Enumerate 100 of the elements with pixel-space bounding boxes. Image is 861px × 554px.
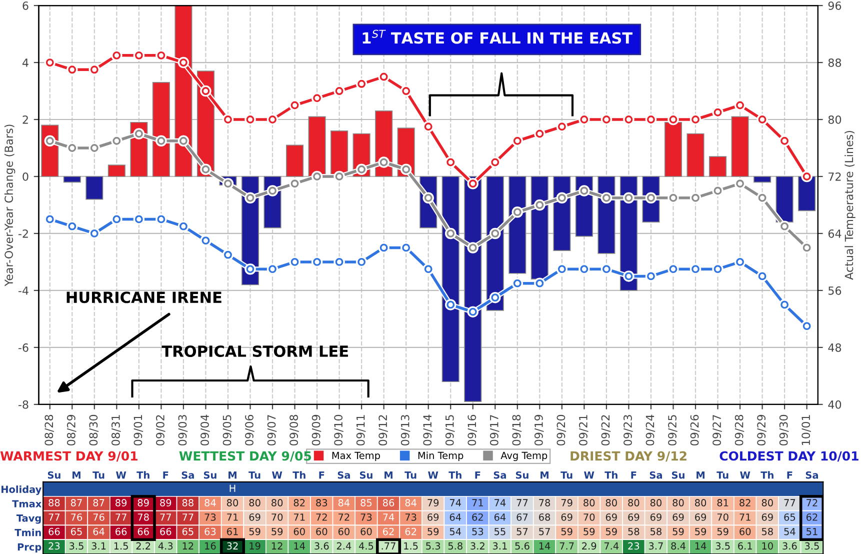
x-tick-label: W [740, 471, 750, 479]
data-label: 64 [494, 513, 506, 521]
data-label: 3.1 [92, 542, 106, 550]
data-label: 12 [272, 542, 282, 550]
x-tick-label: Su [360, 471, 372, 479]
y-tick-label: 2 [22, 115, 28, 124]
bar [709, 156, 727, 177]
bar [286, 144, 304, 177]
bar [108, 164, 126, 177]
data-label: 80 [249, 499, 260, 506]
x-tick-label: M [72, 471, 80, 479]
y-tick-label: -4 [18, 286, 28, 295]
x-tick-label: 09/19 [534, 414, 544, 446]
x-tick-label: F [787, 471, 792, 479]
x-tick-label: 09/01 [134, 415, 144, 446]
x-tick-label: 09/10 [334, 414, 344, 446]
data-label: 58 [762, 528, 773, 536]
data-label: 80 [762, 499, 773, 506]
legend-label: Avg Temp [500, 452, 548, 462]
data-label: 6.1 [738, 542, 752, 550]
data-label: 8.4 [671, 542, 686, 550]
data-label: 23 [48, 542, 60, 550]
data-label: 7.7 [560, 542, 574, 550]
data-label: 3.5 [69, 542, 84, 550]
data-label: 59 [561, 528, 572, 536]
data-label: 71 [740, 514, 750, 521]
data-label: 88 [182, 499, 194, 506]
data-label: 3.1 [492, 542, 507, 550]
x-tick-label: Su [516, 471, 528, 479]
x-tick-label: Sa [494, 471, 506, 479]
x-tick-label: 09/22 [601, 415, 611, 446]
x-tick-label: 09/25 [668, 415, 678, 446]
y2-tick-label: 40 [828, 400, 842, 409]
data-label: 54 [450, 528, 462, 536]
x-tick-label: Th [760, 471, 774, 479]
data-label: 12 [182, 542, 194, 550]
x-tick-label: 08/30 [89, 414, 98, 446]
y-tick-label: Holiday [2, 485, 42, 495]
data-label: 69 [762, 513, 773, 521]
text: WARMEST DAY 9/01 [0, 451, 138, 462]
annotation: HURRICANE IRENE [66, 292, 222, 304]
data-label: 66 [160, 528, 172, 536]
data-label: 14 [539, 542, 550, 550]
data-label: 73 [360, 513, 372, 521]
x-tick-label: M [228, 471, 236, 479]
data-label: 3.5 [804, 542, 819, 550]
bar [798, 176, 816, 212]
data-label: 59 [249, 528, 260, 536]
data-label: 72 [316, 513, 327, 521]
data-label: 55 [494, 528, 506, 536]
data-label: 69 [606, 513, 617, 521]
x-tick-label: 09/23 [624, 415, 633, 446]
data-label: 59 [272, 528, 283, 536]
x-tick-label: 09/15 [445, 415, 455, 446]
data-label: 59 [606, 528, 617, 536]
data-label: 77 [784, 499, 796, 506]
x-tick-label: M [384, 471, 392, 479]
x-tick-label: 09/20 [556, 414, 566, 446]
bar [754, 176, 772, 183]
data-label: 65 [784, 513, 796, 521]
data-label: 3.7 [648, 542, 663, 550]
y2-tick-label: 48 [828, 343, 842, 352]
x-tick-label: W [584, 471, 594, 479]
data-label: 72 [338, 513, 350, 521]
data-label: 3.6 [782, 542, 797, 550]
data-label: 59 [695, 528, 706, 536]
data-label: 80 [628, 499, 640, 506]
x-tick-label: 08/29 [66, 414, 76, 446]
data-label: 66 [48, 528, 60, 536]
bar [731, 116, 749, 177]
x-tick-label: 09/14 [423, 414, 432, 446]
data-label: 58 [650, 528, 662, 536]
data-label: 66 [138, 528, 149, 536]
x-tick-label: F [163, 471, 168, 479]
data-label: 19 [250, 542, 260, 550]
x-tick-label: 09/02 [156, 415, 166, 446]
data-label: 73 [204, 513, 216, 521]
data-label: 5.8 [448, 542, 462, 550]
data-label: 54 [784, 528, 796, 536]
data-label: 67 [516, 513, 528, 521]
y-tick-label: 4 [22, 58, 28, 67]
data-label: 80 [695, 499, 706, 506]
data-label: 2.2 [136, 542, 150, 550]
data-label: 69 [672, 513, 684, 521]
data-label: 87 [70, 499, 82, 506]
data-label: 64 [93, 528, 104, 536]
data-label: 77 [48, 514, 60, 521]
data-label: 82 [294, 499, 305, 506]
y-tick-label: -8 [18, 400, 28, 409]
data-label: 60 [316, 528, 328, 536]
x-tick-label: Tu [92, 471, 104, 479]
data-label: 58 [628, 528, 640, 536]
data-label: 1.5 [114, 542, 128, 550]
data-label: 63 [204, 528, 216, 536]
text: DRIEST DAY 9/12 [570, 451, 686, 462]
data-label: 1.5 [404, 542, 418, 550]
x-tick-label: 09/27 [712, 415, 722, 446]
data-label: 84 [405, 499, 416, 506]
y-axis-title: Year-Over-Year Change (Bars) [4, 124, 16, 286]
data-label: 73 [405, 513, 416, 521]
